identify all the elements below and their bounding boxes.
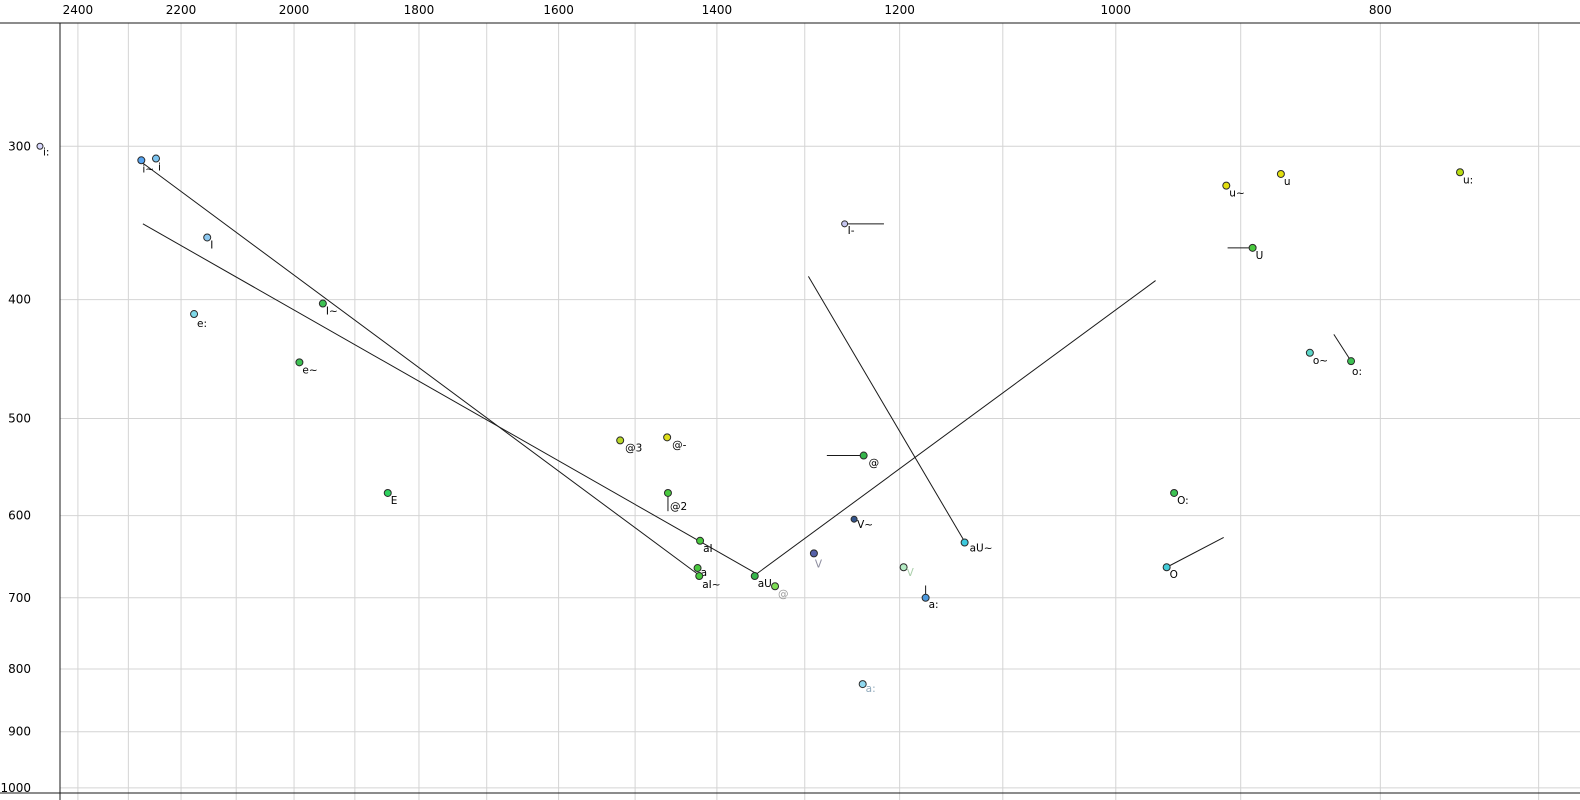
trajectory-to-aU~ [807,276,966,542]
trajectory-aI~-to-i~ [141,161,700,576]
vowel-point-V [899,563,908,572]
vowel-label-aI: aI [703,543,713,555]
y-tick-label-800: 800 [8,662,31,676]
vowel-label-aU~: aU~ [970,542,993,554]
vowel-label-O: O [1170,569,1178,581]
x-tick-label-800: 800 [1369,3,1392,17]
vowel-point-o~ [1305,348,1314,357]
y-tick-label-700: 700 [8,591,31,605]
vowel-point-u [1276,169,1285,178]
vowel-label-a:: a: [866,683,876,695]
vowel-label-@-: @- [672,439,687,451]
vowel-point-u: [1456,168,1465,177]
vowel-point-I~ [318,299,327,308]
vowel-point-i [151,154,160,163]
vowel-point-@- [663,433,672,442]
y-tick-label-300: 300 [8,139,31,153]
y-tick-label-600: 600 [8,509,31,523]
vowel-label-e:: e: [197,318,207,330]
vowel-label-@3: @3 [625,442,642,454]
vowel-label-o~: o~ [1313,355,1328,367]
tick-at-O [1166,536,1224,568]
vowel-label-a:: a: [929,599,939,611]
vowel-point-V~ [850,515,858,523]
x-tick-label-1800: 1800 [404,3,435,17]
vowel-label-I-: I- [848,225,855,237]
vowel-label-u:: u: [1463,174,1473,186]
vowel-point-i~ [137,156,146,165]
x-tick-label-1200: 1200 [884,3,915,17]
vowel-point-@2 [663,488,672,497]
vowel-point-I- [841,220,849,228]
vowel-point-e~ [295,358,304,367]
x-tick-label-2400: 2400 [63,3,94,17]
y-tick-label-500: 500 [8,411,31,425]
vowel-label-i: i [158,162,161,174]
y-tick-label-900: 900 [8,725,31,739]
vowel-point-U [1248,243,1257,252]
vowel-point-aU [750,572,759,581]
vowel-label-U: U [1256,250,1264,262]
vowel-point-a [693,564,702,573]
vowel-label-I~: I~ [326,306,338,318]
vowel-label-@: @ [869,458,880,470]
vowel-label-a: a [701,567,707,579]
vowel-label-u~: u~ [1229,188,1244,200]
vowel-point-O [1162,563,1171,572]
y-tick-label-1000: 1000 [0,781,31,795]
vowel-point-@ [771,582,780,591]
vowel-label-I: I [210,239,213,251]
vowel-label-aU: aU [758,578,772,590]
vowel-point-E [383,488,392,497]
y-tick-label-400: 400 [8,293,31,307]
vowel-label-o:: o: [1352,366,1362,378]
vowel-label-@2: @2 [670,501,687,513]
trajectory-aU-up-right [754,280,1156,576]
vowel-label-E: E [391,495,398,507]
x-tick-label-2000: 2000 [279,3,310,17]
vowel-point-I [203,233,212,242]
vowel-point-V [809,549,818,558]
vowel-point-aU~ [960,538,969,547]
tick-at-o: [1333,334,1352,362]
vowel-point-a: [858,680,867,689]
x-tick-label-1400: 1400 [702,3,733,17]
vowel-label-O:: O: [1177,495,1189,507]
trajectory-front-long [142,223,757,575]
vowel-point-e: [190,310,199,319]
x-tick-label-2200: 2200 [166,3,197,17]
vowel-point-O: [1170,488,1179,497]
vowel-label-V: V [815,558,823,570]
x-tick-label-1600: 1600 [543,3,574,17]
x-tick-label-1000: 1000 [1101,3,1132,17]
vowel-point-i: [36,142,44,150]
vowel-label-aI~: aI~ [702,579,720,591]
vowel-point-aI~ [695,572,704,581]
vowel-label-V: V [907,567,915,579]
vowel-point-u~ [1222,181,1231,190]
vowel-point-@3 [616,436,625,445]
vowel-label-V~: V~ [857,519,873,531]
vowel-label-e~: e~ [302,364,317,376]
vowel-point-a: [921,593,930,602]
vowel-point-aI [696,536,705,545]
vowel-point-@ [859,451,868,460]
vowel-label-i~: i~ [142,163,154,175]
vowel-point-o: [1347,357,1356,366]
vowel-label-@: @ [778,588,789,600]
vowel-label-i:: i: [43,146,49,158]
vowel-label-u: u [1284,176,1291,188]
